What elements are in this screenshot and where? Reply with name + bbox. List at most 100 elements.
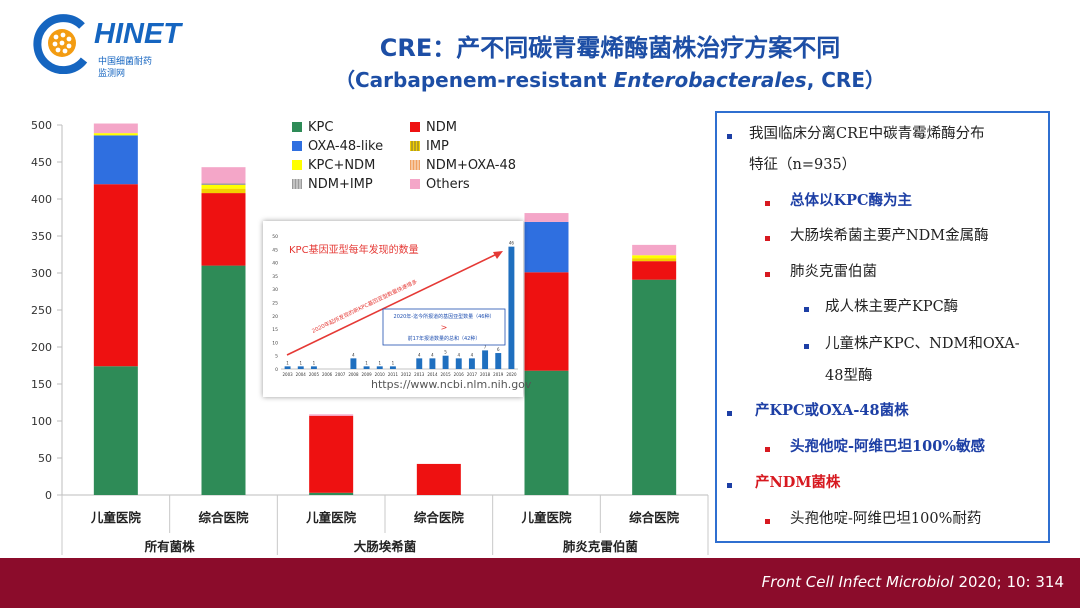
summary-item-7: 产KPC或OXA-48菌株 <box>755 402 909 419</box>
legend-label: IMP <box>426 139 449 154</box>
bar-segment-ndm <box>201 193 246 266</box>
x-category-label: 综合医院 <box>629 510 680 525</box>
inset-kpc-chart: 0 5 10 15 20 25 30 35 40 45 50 1 2003 1 2004 1 2005 2006 2… <box>263 221 523 397</box>
y-tick-label: 400 <box>31 193 52 206</box>
x-category-label: 儿童医院 <box>520 510 572 525</box>
inset-bar-label: 1 <box>392 360 395 365</box>
bar-segment-kpc-ndm <box>632 255 677 259</box>
legend-label: NDM+OXA-48 <box>426 158 516 173</box>
inset-y-tick-label: 35 <box>272 274 278 280</box>
inset-bar-label: 1 <box>286 360 289 365</box>
logo-text: HINET <box>94 18 181 50</box>
inset-bar-label: 1 <box>365 360 368 365</box>
legend-swatch <box>292 160 302 170</box>
summary-item-6-line-1: 儿童株产KPC、NDM和OXA- <box>825 336 1020 352</box>
inset-box-gt: > <box>441 323 448 332</box>
subtitle-part-a: （Carbapenem-resistant <box>334 68 614 92</box>
inset-y-tick-label: 45 <box>272 247 278 253</box>
inset-x-tick-label: 2010 <box>375 372 386 377</box>
bar-segment-ndm <box>632 261 677 280</box>
inset-bar <box>297 366 304 369</box>
inset-x-tick-label: 2009 <box>361 372 372 377</box>
inset-x-tick-label: 2014 <box>427 372 438 377</box>
inset-x-tick-label: 2017 <box>467 372 478 377</box>
inset-bar-label: 4 <box>418 352 421 357</box>
bar-segment-ndm <box>93 184 138 367</box>
summary-item-1-line-2: 特征（n=935） <box>749 157 857 173</box>
subtitle-part-italic: Enterobacterales <box>613 68 807 92</box>
inset-bar-label: 1 <box>378 360 381 365</box>
x-category-label: 儿童医院 <box>305 510 357 525</box>
y-tick-label: 300 <box>31 267 52 280</box>
inset-x-tick-label: 2013 <box>414 372 425 377</box>
inset-bar <box>416 358 423 369</box>
inset-bar <box>468 358 475 369</box>
inset-bar <box>363 366 370 369</box>
inset-title: KPC基因亚型每年发现的数量 <box>289 243 419 256</box>
chinet-logo: HINET 中国细菌耐药 监测网 <box>32 10 182 79</box>
inset-y-tick-label: 15 <box>272 327 278 333</box>
summary-item-8: 头孢他啶-阿维巴坦100%敏感 <box>790 438 986 455</box>
inset-x-tick-label: 2003 <box>282 372 293 377</box>
inset-bar-label: 7 <box>484 344 487 349</box>
inset-y-tick-label: 25 <box>272 301 278 307</box>
inset-y-tick-label: 30 <box>272 287 278 293</box>
y-tick-label: 150 <box>31 378 52 391</box>
inset-x-tick-label: 2004 <box>296 372 307 377</box>
legend-label: Others <box>426 177 470 192</box>
bullet-square-icon <box>765 236 770 241</box>
summary-item-2: 总体以KPC酶为主 <box>790 192 913 209</box>
bar-segment-others <box>309 414 354 416</box>
bullet-square-icon <box>804 344 809 349</box>
bar-segment-oxa-48-like <box>93 135 138 185</box>
bullet-square-icon <box>765 272 770 277</box>
bar-segment-kpc-ndm <box>201 184 246 189</box>
bullet-square-icon <box>765 447 770 452</box>
legend-label: KPC+NDM <box>308 158 375 173</box>
inset-y-tick-label: 0 <box>275 367 278 373</box>
bar-segment-kpc <box>201 265 246 495</box>
summary-item-10: 头孢他啶-阿维巴坦100%耐药 <box>790 511 982 527</box>
inset-x-tick-label: 2018 <box>480 372 491 377</box>
y-tick-label: 350 <box>31 230 52 243</box>
summary-box: 我国临床分离CRE中碳青霉烯酶分布 特征（n=935） 总体以KPC酶为主 大肠… <box>715 111 1050 543</box>
inset-x-tick-label: 2005 <box>309 372 320 377</box>
inset-bar-label: 4 <box>431 352 434 357</box>
bullet-square-icon <box>727 483 732 488</box>
x-category-label: 儿童医院 <box>90 510 142 525</box>
legend-label: NDM+IMP <box>308 177 373 192</box>
inset-bar-label: 46 <box>509 241 515 246</box>
y-tick-label: 500 <box>31 119 52 132</box>
inset-x-tick-label: 2011 <box>388 372 399 377</box>
inset-box-line-2: 前17年报道数量的总和（42种） <box>408 335 481 342</box>
legend-swatch <box>410 122 420 132</box>
subtitle-part-c: , CRE） <box>806 68 885 92</box>
inset-bar <box>310 366 317 369</box>
summary-item-6-line-2: 48型酶 <box>825 368 873 384</box>
inset-bar-label: 4 <box>457 352 460 357</box>
logo-subtitle-2: 监测网 <box>98 69 126 79</box>
x-category-label: 综合医院 <box>198 510 249 525</box>
citation: Front Cell Infect Microbiol 2020; 10: 31… <box>762 573 1064 591</box>
bar-segment-ndm-imp <box>201 183 246 185</box>
inset-bar <box>284 366 291 369</box>
x-group-label: 大肠埃希菌 <box>354 539 417 554</box>
bullet-square-icon <box>727 134 732 139</box>
inset-bar <box>495 353 502 369</box>
bar-segment-oxa-48-like <box>524 221 569 273</box>
summary-item-4: 肺炎克雷伯菌 <box>790 264 877 280</box>
bar-segment-ndm <box>416 463 461 495</box>
bar-segment-imp <box>632 258 677 262</box>
inset-trend-arrow-line <box>286 252 500 356</box>
bar-segment-imp <box>201 188 246 194</box>
bar-segment-kpc <box>309 492 354 495</box>
bullet-square-icon <box>765 201 770 206</box>
inset-bar-label: 1 <box>313 360 316 365</box>
logo-subtitle-1: 中国细菌耐药 <box>98 57 153 67</box>
y-tick-label: 200 <box>31 341 52 354</box>
inset-bar <box>482 350 489 369</box>
inset-x-tick-label: 2006 <box>322 372 333 377</box>
bullet-square-icon <box>765 519 770 524</box>
